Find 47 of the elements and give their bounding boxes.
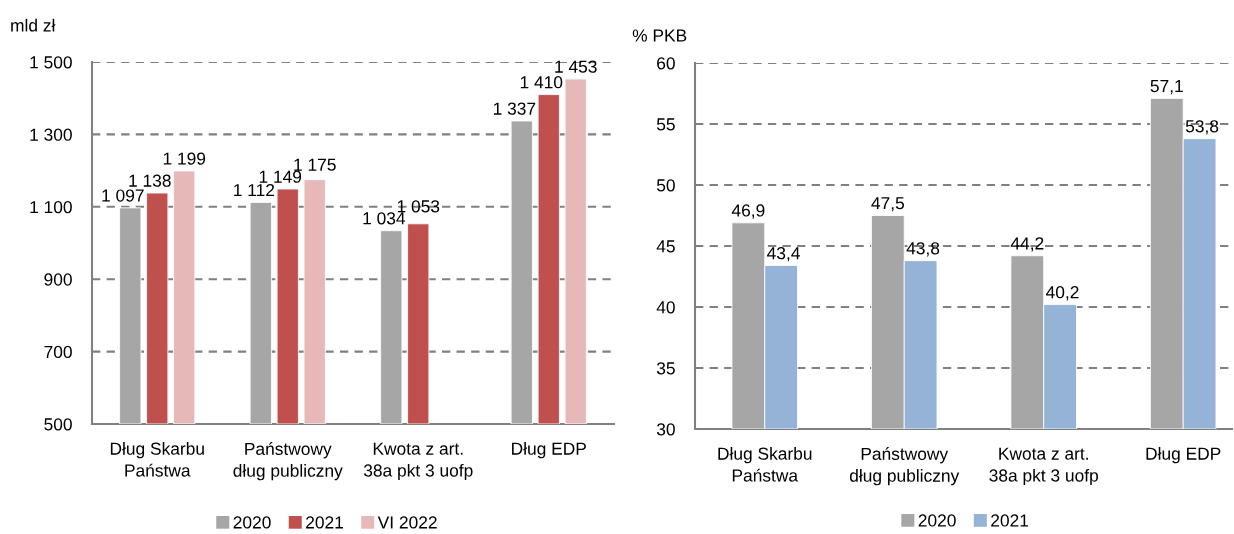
data-label: 40,2	[1046, 286, 1079, 301]
data-label: 1 034	[363, 212, 406, 225]
y-tick-label: 60	[657, 57, 675, 70]
y-tick-label: 1 300	[30, 128, 72, 141]
legend-label: 2020	[233, 516, 271, 529]
x-tick-label: Dług Skarbu Państwa	[718, 447, 812, 482]
legend-label: 2021	[991, 514, 1029, 527]
y-tick-label: 50	[656, 179, 675, 192]
x-tick-label: Dług EDP	[1146, 447, 1221, 464]
y-tick-label: 35	[656, 362, 675, 375]
legend-label: 2020	[918, 514, 956, 527]
data-label: 1 149	[259, 170, 302, 183]
data-label: 1 175	[294, 158, 336, 171]
y-tick-label: 1 500	[30, 56, 72, 69]
x-tick-label: Państwowy dług publiczny	[233, 442, 343, 481]
x-tick-label: Kwota z art. 38a pkt 3 uofp	[363, 442, 473, 481]
data-label: 1 337	[493, 102, 536, 115]
data-label: 46,9	[731, 204, 765, 219]
legend-label: 2021	[306, 516, 343, 529]
data-label: 1 199	[163, 152, 206, 165]
x-tick-label: Dług Skarbu Państwa	[110, 442, 204, 477]
data-label: 1 112	[234, 183, 275, 197]
y-tick-label: 55	[656, 118, 675, 131]
y-axis-title: mld zł	[11, 18, 56, 32]
data-label: 1 410	[520, 76, 563, 89]
y-tick-label: 40	[656, 301, 675, 314]
x-tick-label: Kwota z art. 38a pkt 3 uofp	[989, 447, 1098, 486]
legend-label: VI 2022	[377, 516, 437, 529]
data-label: 1 453	[555, 60, 597, 73]
data-label: 47,5	[871, 197, 904, 212]
data-label: 1 053	[397, 200, 440, 213]
y-tick-label: 45	[656, 240, 675, 253]
y-tick-label: 30	[656, 423, 675, 436]
y-axis-title: % PKB	[632, 29, 687, 42]
y-tick-label: 500	[44, 418, 72, 431]
y-tick-label: 900	[44, 273, 72, 286]
data-label: 43,4	[767, 247, 800, 262]
x-tick-label: Dług EDP	[512, 442, 586, 459]
data-label: 43,8	[906, 242, 940, 257]
data-label: 1 138	[129, 174, 171, 187]
data-label: 1 097	[102, 189, 144, 202]
data-label: 53,8	[1185, 120, 1219, 135]
data-label: 44,2	[1010, 237, 1044, 252]
x-tick-label: Państwowy dług publiczny	[849, 447, 960, 486]
y-tick-label: 1 100	[30, 200, 72, 214]
data-label: 57,1	[1150, 80, 1183, 95]
y-tick-label: 700	[44, 345, 72, 359]
